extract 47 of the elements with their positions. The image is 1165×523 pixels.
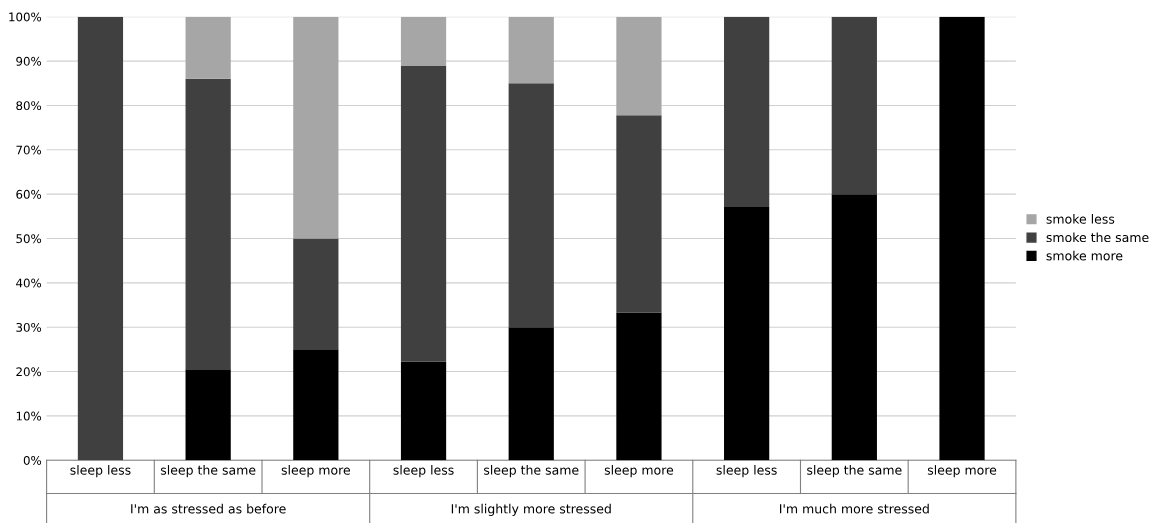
bar [508,83,554,328]
bar [185,369,231,461]
y-tick-label: 100% [9,12,42,22]
bar [831,194,877,461]
bar [185,78,231,370]
text: I'm much more stressed [780,503,929,514]
y-tick-label: 40% [16,278,42,288]
legend-label: smoke more [1046,250,1123,261]
bar [616,16,662,116]
bar [400,65,447,362]
bar [293,16,339,239]
bar [724,207,770,461]
bar [293,238,339,350]
bar [724,16,770,207]
bar [400,361,447,461]
legend-label: smoke less [1046,214,1115,224]
x-tick-label: sleep more [927,465,997,478]
y-tick-label: 70% [16,145,42,155]
y-tick-label: 90% [16,56,42,66]
x-tick-label: sleep the same [807,465,902,478]
text: I'm slightly more stressed [451,503,611,516]
y-tick-label: 60% [16,189,42,199]
text: I'm as stressed as before [131,503,286,514]
bar [508,327,554,461]
bar [831,16,877,195]
bar [293,349,339,461]
bar [185,16,231,79]
y-tick-label: 20% [16,367,42,377]
x-tick-label: sleep less [70,465,131,478]
y-tick-label: 10% [16,411,42,421]
bar [939,16,985,461]
bar [616,312,662,461]
y-tick-label: 50% [16,234,42,244]
x-tick-label: sleep the same [484,465,579,478]
x-tick-label: sleep less [393,465,454,478]
x-tick-label: sleep the same [160,465,256,478]
y-tick-label: 30% [16,322,42,332]
bar [77,16,124,461]
legend-label: smoke the same [1046,232,1149,243]
y-tick-label: 0% [23,455,42,465]
y-tick-label: 80% [16,101,42,111]
x-tick-label: sleep more [281,465,350,478]
bar [616,115,662,313]
x-tick-label: sleep less [716,465,777,478]
bar [400,16,447,66]
bar [508,16,554,84]
x-tick-label: sleep more [604,465,674,478]
